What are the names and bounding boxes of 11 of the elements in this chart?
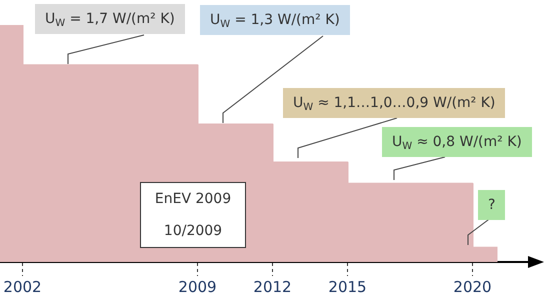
annotation: U$_{W}$ ≈ 0,8 W/(m² K): [382, 127, 532, 157]
x-tick-label: 2009: [178, 278, 217, 296]
annotation: U$_{W}$ ≈ 1,1…1,0…0,9 W/(m² K): [283, 88, 506, 118]
annotation: U$_{W}$ = 1,7 W/(m² K): [35, 4, 185, 34]
x-tick-label: 2020: [453, 278, 492, 296]
annotation: EnEV 2009 10/2009: [140, 182, 246, 248]
annotation: U$_{W}$ = 1,3 W/(m² K): [200, 5, 350, 35]
x-tick-label: 2015: [328, 278, 367, 296]
x-tick-label: 2002: [3, 278, 42, 296]
x-tick-label: 2012: [253, 278, 292, 296]
annotation: ?: [478, 190, 506, 220]
